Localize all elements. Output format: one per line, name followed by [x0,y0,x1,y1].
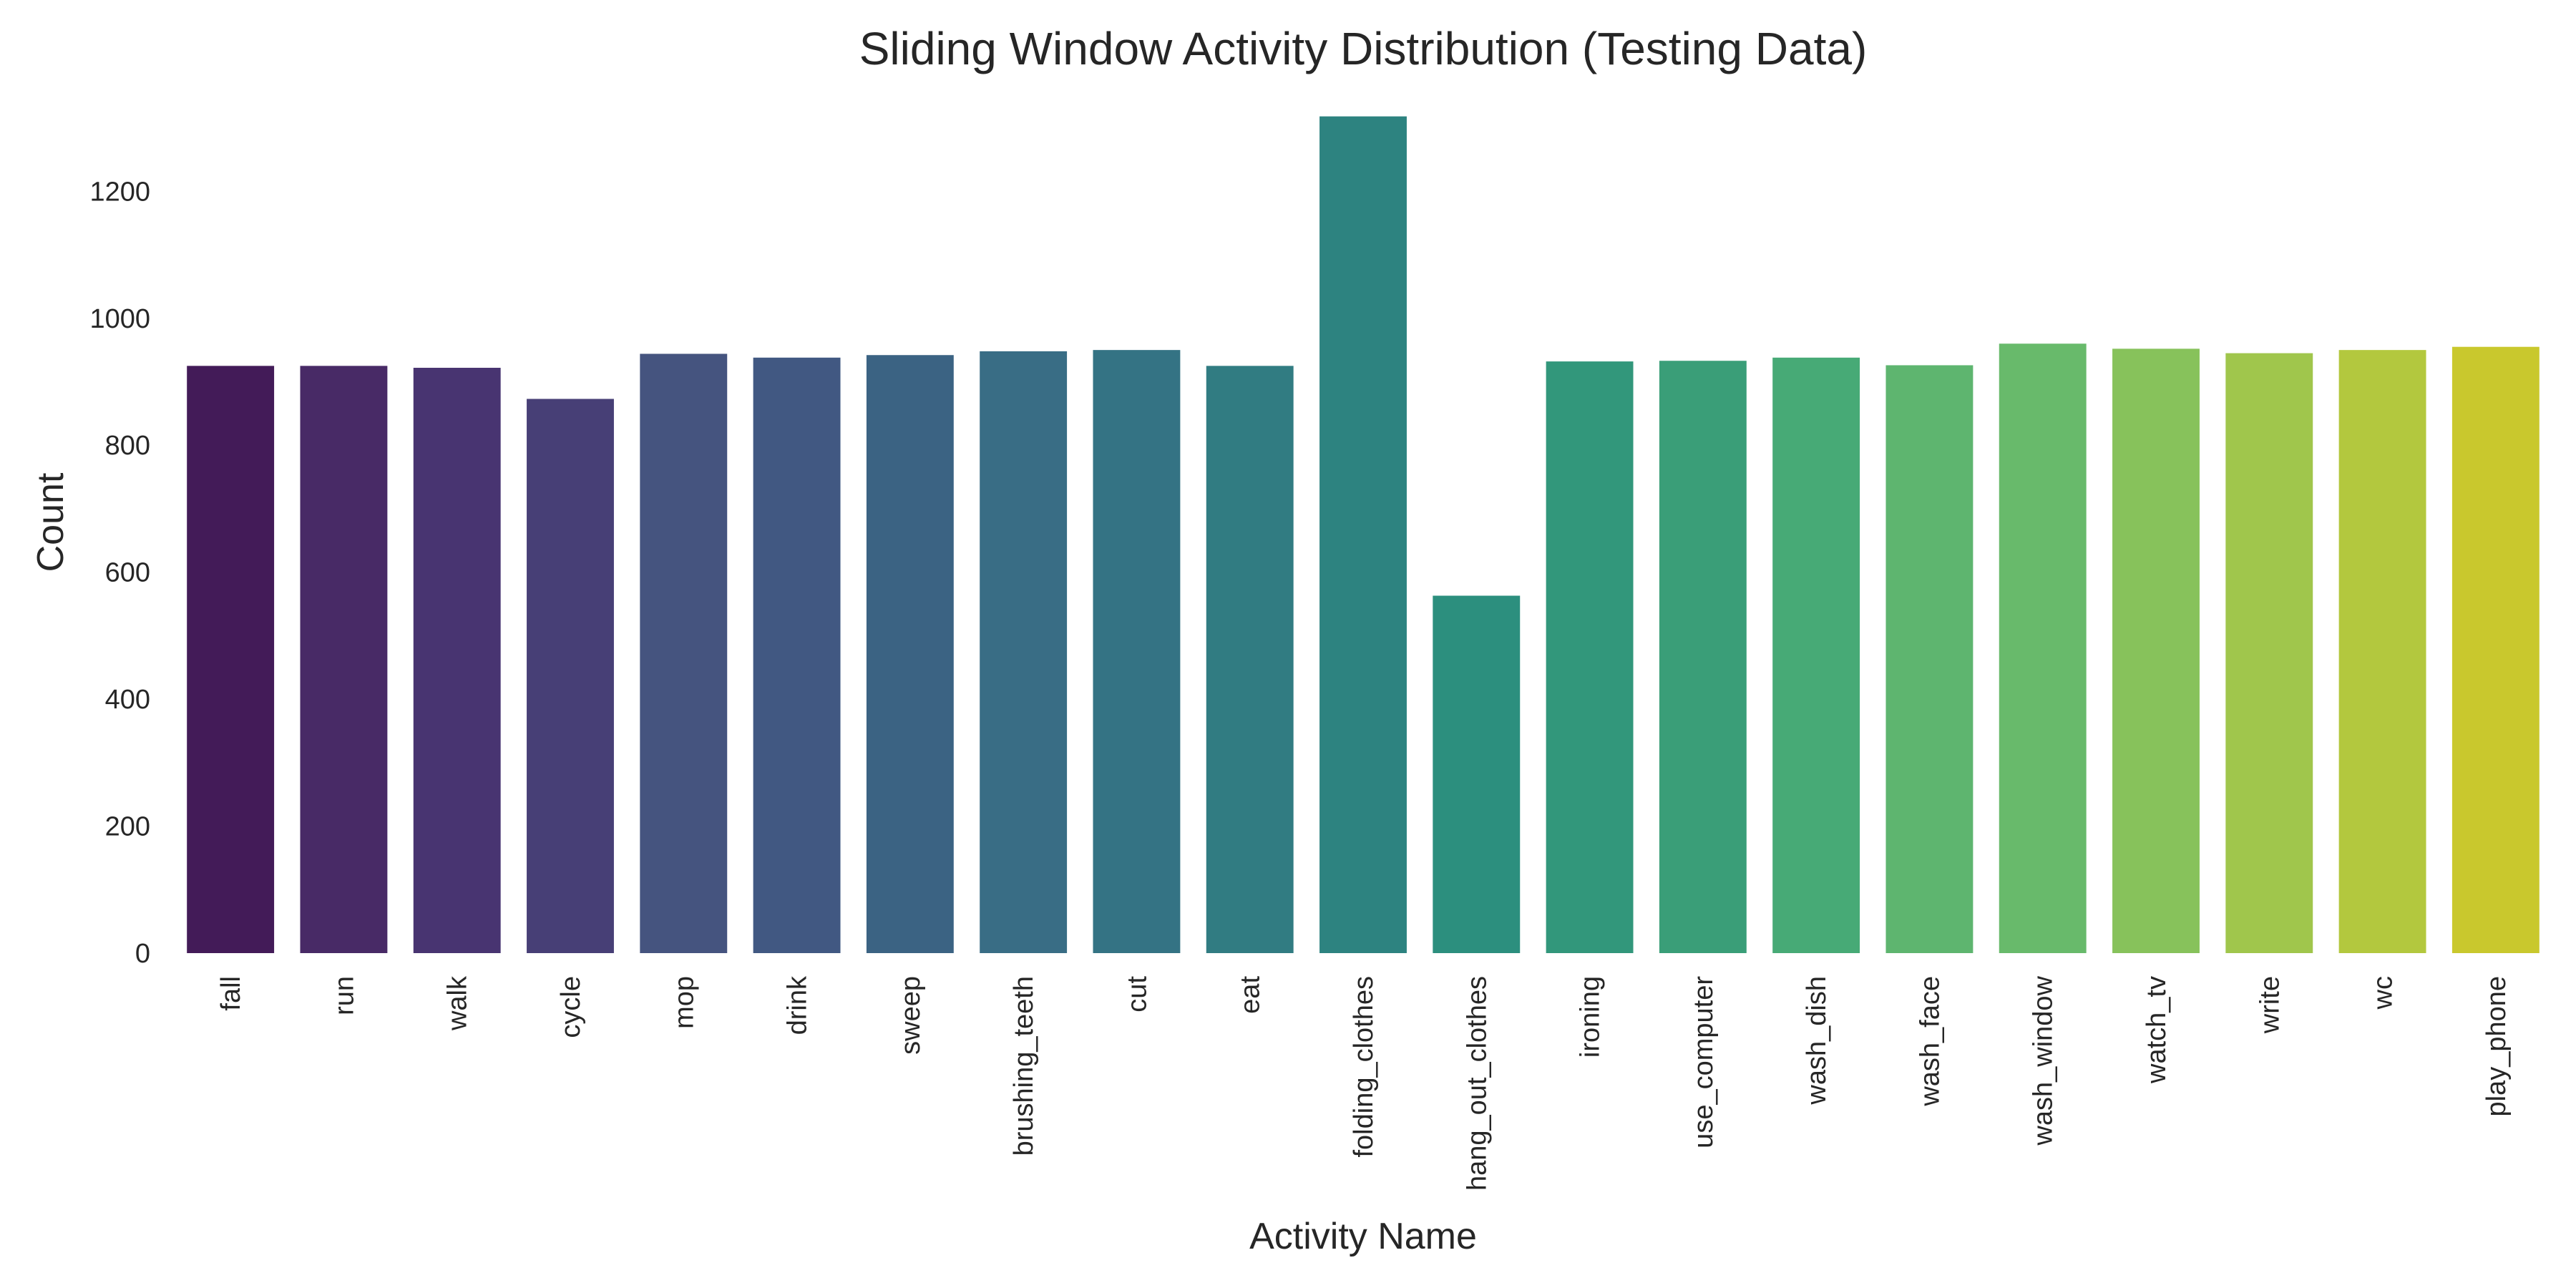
x-tick-label: folding_clothes [1349,976,1379,1158]
bar-eat [1206,366,1294,953]
x-axis-ticks: fall run walk cycle mop drink sweep brushing_te… [216,975,2512,1191]
bar-drink [753,357,841,954]
y-tick-label: 600 [105,558,150,588]
y-tick-label: 0 [135,939,150,969]
x-tick-label: mop [669,976,699,1029]
x-tick-label: cycle [556,976,586,1038]
bar-folding-clothes [1319,116,1407,954]
bar-use-computer [1659,361,1747,953]
bar-cycle [527,399,614,953]
bar-hang-out-clothes [1433,595,1521,953]
x-tick-label: write [2255,976,2285,1034]
x-tick-label: wash_face [1915,976,1945,1107]
bar-brushing-teeth [980,351,1068,953]
x-tick-label: wash_window [2029,975,2059,1146]
bar-wc [2338,350,2426,954]
x-tick-label: cut [1122,976,1152,1013]
bar-watch-tv [2112,348,2200,953]
x-tick-label: walk [443,975,473,1031]
bar-wash-dish [1772,357,1860,954]
bars [187,116,2540,954]
x-tick-label: sweep [896,976,926,1055]
x-tick-label: drink [783,975,813,1035]
bar-play-phone [2451,346,2540,953]
y-tick-label: 400 [105,685,150,715]
bar-walk [413,367,501,953]
x-tick-label: play_phone [2482,976,2512,1117]
bar-fall [187,366,275,953]
x-tick-label: eat [1236,976,1266,1014]
x-tick-label: ironing [1576,976,1606,1058]
x-tick-label: hang_out_clothes [1462,976,1492,1191]
bar-ironing [1546,361,1634,953]
bar-write [2225,353,2313,953]
y-axis-ticks: 0 200 400 600 800 1000 1200 [89,177,150,969]
x-tick-label: use_computer [1689,976,1719,1148]
bar-mop [640,353,728,953]
x-tick-label: brushing_teeth [1009,976,1039,1156]
bar-wash-window [1999,343,2087,953]
y-tick-label: 200 [105,812,150,842]
x-tick-label: fall [216,976,246,1011]
bar-wash-face [1885,365,1974,953]
y-tick-label: 1000 [89,304,150,334]
x-tick-label: watch_tv [2142,976,2172,1084]
x-tick-label: wc [2368,976,2399,1010]
y-tick-label: 800 [105,431,150,461]
y-tick-label: 1200 [89,177,150,207]
bar-run [300,366,388,953]
bar-cut [1093,350,1181,954]
y-axis-label: Count [30,472,72,572]
x-axis-label: Activity Name [1249,1216,1477,1257]
x-tick-label: run [329,976,359,1015]
bar-sweep [866,355,954,953]
chart-title: Sliding Window Activity Distribution (Te… [859,23,1868,74]
x-tick-label: wash_dish [1802,976,1832,1106]
